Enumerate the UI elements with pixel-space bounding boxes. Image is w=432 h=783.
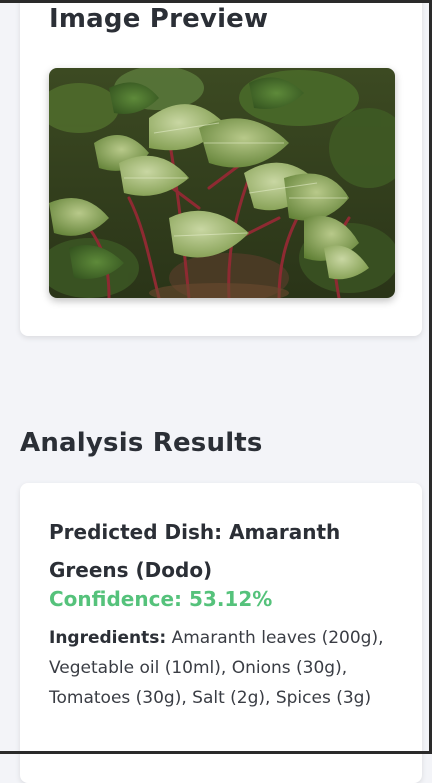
predicted-dish: Predicted Dish: Amaranth Greens (Dodo) [49, 520, 341, 582]
confidence-score: Confidence: 53.12% [49, 587, 273, 611]
leafy-plant-photo [49, 68, 395, 298]
ingredients-label: Ingredients: [49, 628, 167, 648]
image-preview-card: Image Preview [20, 0, 422, 336]
uploaded-image [49, 68, 395, 298]
analysis-results-title: Analysis Results [20, 428, 263, 458]
ingredients-list: Amaranth leaves (200g), Vegetable oil (1… [49, 628, 384, 708]
ingredients-text: Ingredients: Amaranth leaves (200g), Veg… [49, 623, 389, 713]
image-preview-title: Image Preview [49, 4, 269, 34]
analysis-results-card: Predicted Dish: Amaranth Greens (Dodo) C… [20, 483, 422, 783]
